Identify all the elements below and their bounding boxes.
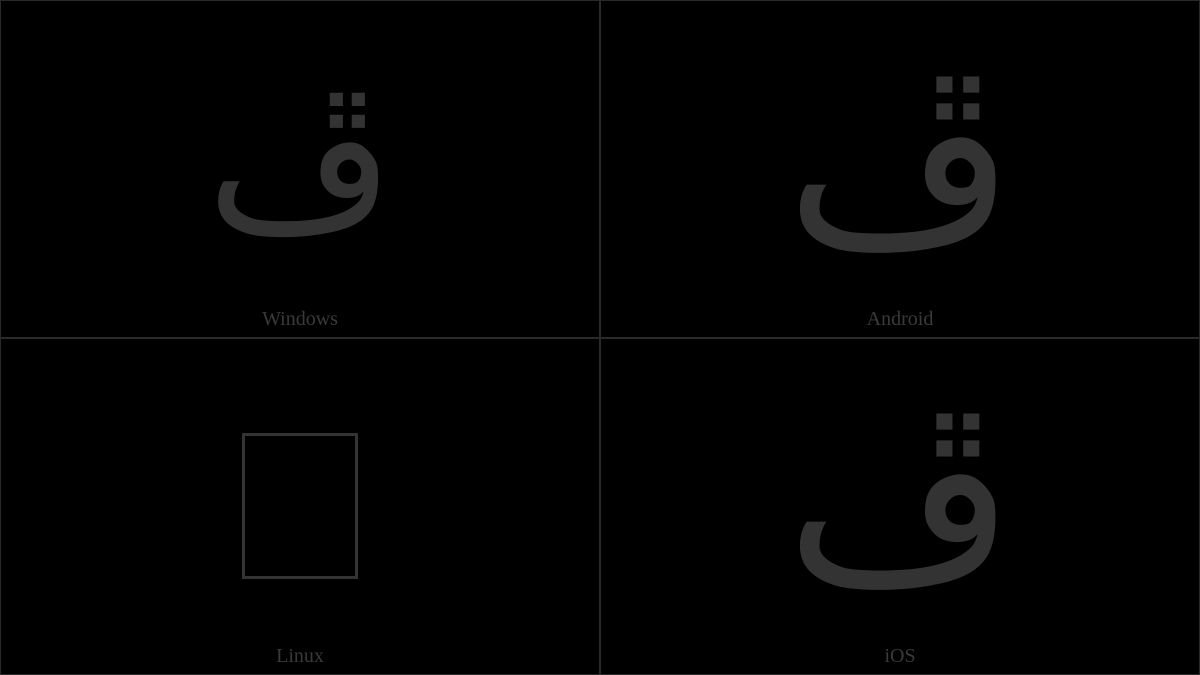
cell-android: ڦ Android	[600, 0, 1200, 338]
label-android: Android	[601, 308, 1199, 331]
glyph-android: ڦ	[786, 59, 1014, 279]
cell-ios: ڦ iOS	[600, 338, 1200, 675]
label-ios: iOS	[601, 645, 1199, 668]
glyph-ios: ڦ	[786, 396, 1014, 616]
glyph-grid: ڦ Windows ڦ Android Linux ڦ iOS	[0, 0, 1200, 675]
label-linux: Linux	[1, 645, 599, 668]
glyph-windows: ڦ	[207, 79, 394, 259]
cell-windows: ڦ Windows	[0, 0, 600, 338]
label-windows: Windows	[1, 308, 599, 331]
tofu-box-linux	[242, 433, 358, 579]
cell-linux: Linux	[0, 338, 600, 675]
